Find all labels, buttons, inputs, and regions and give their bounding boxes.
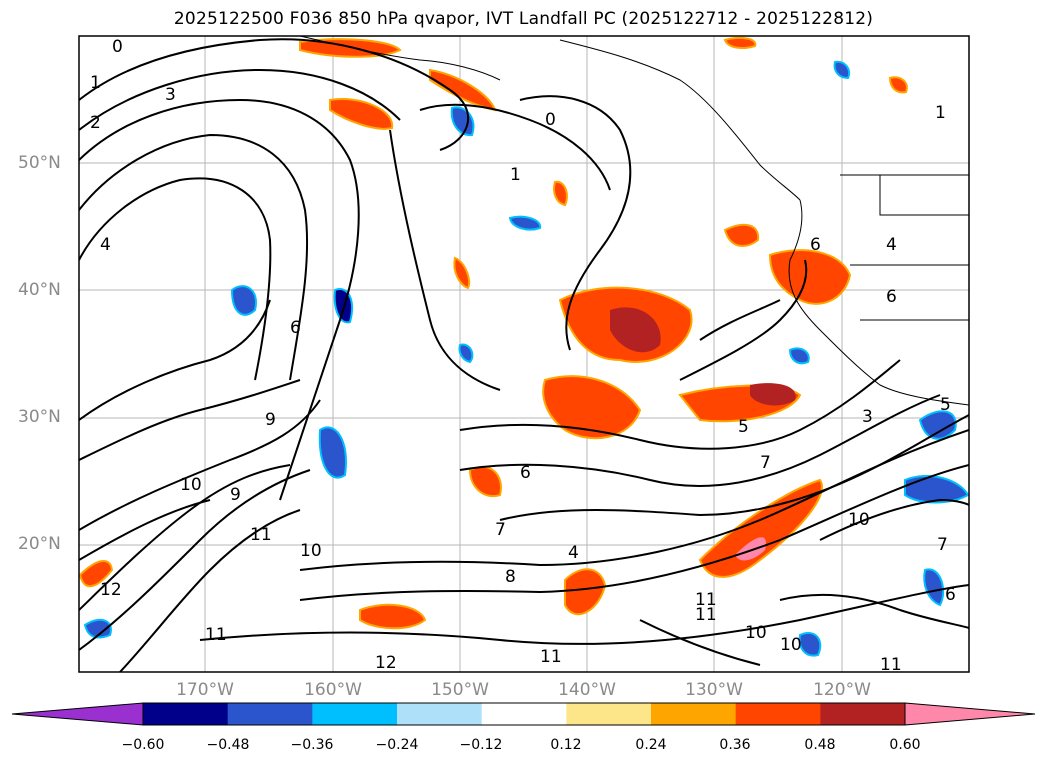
colorbar — [11, 702, 1036, 726]
map-title: 2025122500 F036 850 hPa qvapor, IVT Land… — [173, 9, 874, 29]
contour-label: 8 — [505, 567, 516, 587]
contour-label: 6 — [810, 235, 821, 255]
colorbar-tick: −0.24 — [375, 737, 419, 753]
colorbar-tick: 0.48 — [804, 737, 836, 753]
contour-label: 6 — [520, 463, 531, 483]
contour-label: 0 — [545, 110, 556, 130]
colorbar-tick: 0.60 — [889, 737, 921, 753]
contour-label: 11 — [205, 625, 227, 645]
coastlines — [299, 36, 969, 406]
lat-label: 50°N — [18, 153, 61, 173]
colorbar-segment — [143, 703, 229, 725]
colorbar-tick: −0.48 — [206, 737, 250, 753]
positive-anomaly-patches — [79, 37, 908, 630]
colorbar-segment — [481, 703, 567, 725]
contour-label: 1 — [90, 73, 101, 93]
contour-label: 11 — [695, 605, 717, 625]
contour-label: 5 — [738, 417, 749, 437]
contour-label: 6 — [886, 287, 897, 307]
contour-label: 9 — [230, 485, 241, 505]
contour-label: 3 — [165, 85, 176, 105]
contour-lines — [79, 38, 969, 672]
contour-label: 6 — [945, 585, 956, 605]
contour-label: 11 — [540, 647, 562, 667]
contour-label: 11 — [880, 655, 902, 675]
lon-label: 150°W — [431, 680, 489, 700]
contour-label: 9 — [265, 410, 276, 430]
colorbar-extend-min — [12, 703, 143, 725]
negative-anomaly-patches — [83, 60, 969, 657]
contour-label: 5 — [940, 395, 951, 415]
contour-label: 4 — [100, 235, 111, 255]
contour-label: 2 — [90, 113, 101, 133]
lat-label: 30°N — [18, 407, 61, 427]
colorbar-segment — [566, 703, 652, 725]
colorbar-tick: 0.24 — [635, 737, 667, 753]
colorbar-segment — [312, 703, 398, 725]
colorbar-extend-max — [905, 703, 1035, 725]
contour-label: 7 — [495, 520, 506, 540]
colorbar-segment — [735, 703, 821, 725]
contour-label: 1 — [510, 165, 521, 185]
contour-label: 11 — [250, 525, 272, 545]
colorbar-segment — [651, 703, 737, 725]
contour-label: 10 — [848, 510, 870, 530]
lon-label: 130°W — [685, 680, 743, 700]
contour-label: 1 — [935, 103, 946, 123]
colorbar-tick: −0.12 — [459, 737, 503, 753]
lat-label: 20°N — [18, 534, 61, 554]
colorbar-tick: −0.60 — [121, 737, 165, 753]
colorbar-tick: 0.36 — [719, 737, 751, 753]
lon-label: 120°W — [813, 680, 871, 700]
contour-label: 10 — [180, 475, 202, 495]
contour-label: 7 — [937, 535, 948, 555]
lat-label: 40°N — [18, 280, 61, 300]
colorbar-segment — [397, 703, 483, 725]
colorbar-segment — [227, 703, 313, 725]
colorbar-tick: −0.36 — [290, 737, 334, 753]
contour-label: 10 — [300, 541, 322, 561]
contour-label: 12 — [375, 653, 397, 673]
colorbar-tick: 0.12 — [550, 737, 582, 753]
contour-label: 6 — [290, 318, 301, 338]
contour-labels: 0 1 3 2 4 6 9 10 9 12 11 10 11 12 11 10 … — [90, 37, 956, 675]
contour-label: 10 — [780, 635, 802, 655]
map-plot: 0 1 3 2 4 6 9 10 9 12 11 10 11 12 11 10 … — [78, 35, 970, 675]
contour-label: 3 — [862, 407, 873, 427]
lon-label: 160°W — [304, 680, 362, 700]
colorbar-segment — [820, 703, 906, 725]
contour-label: 4 — [568, 543, 579, 563]
lon-label: 170°W — [176, 680, 234, 700]
contour-label: 0 — [112, 37, 123, 57]
plot-frame — [78, 35, 970, 673]
contour-label: 11 — [695, 590, 717, 610]
contour-label: 4 — [886, 235, 897, 255]
contour-label: 7 — [760, 453, 771, 473]
contour-label: 10 — [745, 623, 767, 643]
lon-label: 140°W — [558, 680, 616, 700]
contour-label: 12 — [100, 580, 122, 600]
